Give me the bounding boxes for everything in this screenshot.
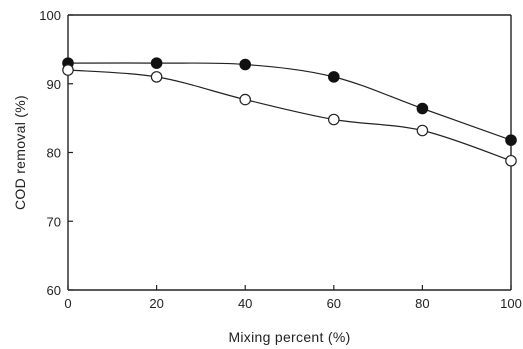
open-data-point xyxy=(505,154,517,167)
filled-data-point xyxy=(150,57,163,69)
y-tick-label: 60 xyxy=(47,283,61,298)
y-axis-title: COD removal (%) xyxy=(12,95,28,210)
y-tick-label: 100 xyxy=(39,8,61,23)
x-tick-label: 80 xyxy=(415,296,429,311)
filled-data-point xyxy=(327,71,340,83)
open-data-point xyxy=(62,64,74,76)
x-tick-label: 20 xyxy=(149,296,163,311)
x-tick-label: 40 xyxy=(238,296,252,311)
axes xyxy=(67,14,512,291)
series-line-1 xyxy=(67,62,512,141)
open-data-point xyxy=(327,113,340,126)
x-tick-label: 100 xyxy=(500,296,522,311)
x-tick-label: 60 xyxy=(327,296,341,311)
y-tick-label: 80 xyxy=(47,146,61,161)
open-data-point xyxy=(239,93,251,106)
open-data-point xyxy=(150,71,163,83)
series-line-2 xyxy=(67,69,512,162)
open-data-point xyxy=(416,124,429,137)
y-tick-label: 70 xyxy=(47,214,61,229)
y-tick-label: 90 xyxy=(47,77,61,92)
x-tick-label: 0 xyxy=(64,296,71,311)
filled-data-point xyxy=(505,134,517,146)
series-layer xyxy=(62,57,517,167)
filled-data-point xyxy=(239,58,251,71)
x-axis-title: Mixing percent (%) xyxy=(228,329,350,345)
filled-data-point xyxy=(416,102,429,115)
ticks: 0 20 40 60 80 100 60 70 80 90 100 xyxy=(39,8,522,311)
